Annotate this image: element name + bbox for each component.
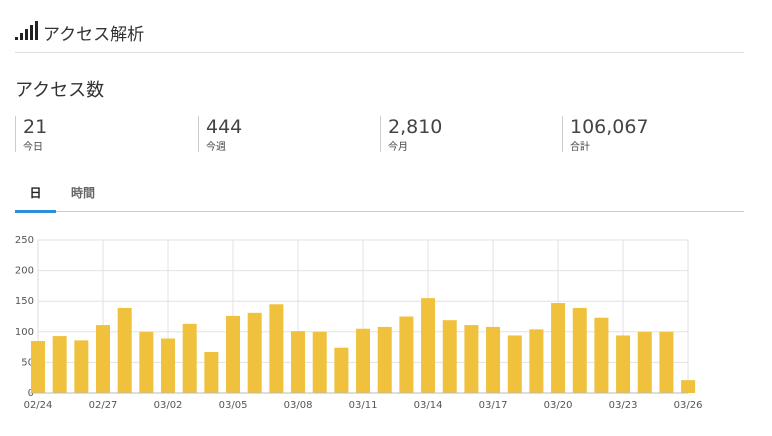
- x-tick-label: 03/20: [544, 400, 573, 411]
- stat: 106,067 合計: [562, 116, 740, 153]
- stat-label: 今日: [23, 142, 43, 153]
- chart: 05010015020025002/2402/2703/0203/0503/08…: [15, 235, 703, 411]
- tab[interactable]: 時間: [71, 186, 96, 200]
- stat-value: 2,810: [388, 116, 443, 138]
- x-tick-label: 02/27: [89, 400, 118, 411]
- bar: [31, 340, 45, 393]
- bar: [291, 331, 306, 393]
- bar: [247, 312, 262, 393]
- section-title: アクセス数: [15, 80, 105, 101]
- x-tick-label: 03/02: [154, 400, 183, 411]
- y-tick-label: 50: [21, 357, 34, 368]
- bar: [74, 340, 89, 393]
- tab[interactable]: 日: [15, 184, 56, 213]
- stat-label: 今月: [388, 142, 408, 153]
- tabs: 日 時間: [15, 176, 744, 213]
- bar: [659, 331, 674, 393]
- y-tick-label: 100: [15, 327, 34, 338]
- bar: [139, 331, 154, 393]
- bar: [117, 307, 132, 393]
- bar: [356, 328, 371, 393]
- bar: [226, 315, 241, 393]
- x-tick-label: 03/14: [414, 400, 443, 411]
- x-tick-label: 02/24: [24, 400, 53, 411]
- stat: 444 今週: [198, 116, 376, 153]
- bar: [204, 351, 219, 393]
- bar: [637, 331, 652, 393]
- bar: [529, 329, 544, 393]
- bar: [399, 316, 414, 393]
- bar: [507, 335, 522, 393]
- bar: [616, 335, 631, 393]
- bar: [551, 303, 566, 393]
- x-tick-label: 03/05: [219, 400, 248, 411]
- x-tick-label: 03/23: [609, 400, 638, 411]
- bar: [486, 326, 501, 393]
- bar: [442, 320, 457, 393]
- y-tick-label: 250: [15, 235, 34, 246]
- stat: 2,810 今月: [380, 116, 558, 153]
- bar: [681, 380, 696, 393]
- y-tick-label: 150: [15, 296, 34, 307]
- stat-value: 21: [23, 116, 48, 138]
- bar: [312, 331, 327, 393]
- bar: [594, 317, 609, 393]
- bar: [269, 304, 284, 393]
- bar: [334, 347, 349, 393]
- header: アクセス解析: [15, 18, 744, 53]
- bar: [52, 336, 67, 393]
- stat-value: 106,067: [570, 116, 649, 138]
- stat-value: 444: [206, 116, 243, 138]
- bar: [464, 325, 479, 393]
- bar: [182, 323, 197, 393]
- x-tick-label: 03/17: [479, 400, 508, 411]
- x-tick-label: 03/11: [349, 400, 378, 411]
- bar: [96, 325, 111, 393]
- x-tick-label: 03/26: [674, 400, 703, 411]
- bar: [572, 307, 587, 393]
- signal-icon: [15, 21, 38, 40]
- y-tick-label: 200: [15, 266, 34, 277]
- stat-label: 合計: [570, 142, 590, 153]
- bar: [421, 298, 436, 393]
- header-title: アクセス解析: [43, 25, 145, 45]
- bar: [161, 338, 176, 393]
- bar: [377, 326, 392, 393]
- x-tick-label: 03/08: [284, 400, 313, 411]
- stat: 21 今日: [15, 116, 193, 153]
- stat-label: 今週: [206, 142, 226, 153]
